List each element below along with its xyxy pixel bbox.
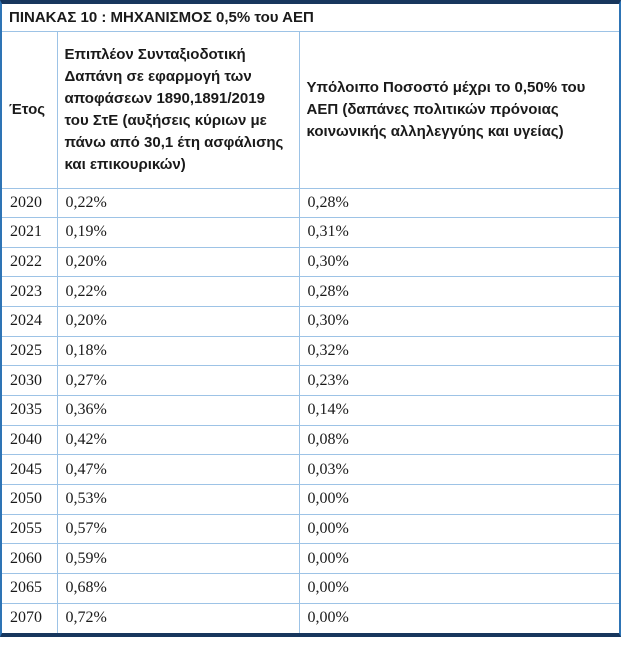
year-cell: 2023 [2,276,57,307]
remaining-percentage-cell: 0,28% [298,276,620,307]
extra-expense-cell: 0,22% [56,276,299,307]
table-row: 2045 0,47% 0,03% [2,454,620,485]
remaining-percentage-cell: 0,00% [298,602,620,633]
extra-expense-cell: 0,20% [56,306,299,337]
year-cell: 2021 [2,217,57,248]
table-row: 2055 0,57% 0,00% [2,513,620,544]
extra-expense-cell: 0,59% [56,543,299,574]
extra-expense-cell: 0,18% [56,335,299,366]
column-header-year: Έτος [2,30,57,188]
remaining-percentage-cell: 0,31% [298,217,620,248]
extra-expense-cell: 0,27% [56,365,299,396]
table-row: 2035 0,36% 0,14% [2,395,620,426]
remaining-percentage-cell: 0,00% [298,484,620,515]
year-cell: 2024 [2,306,57,337]
remaining-percentage-cell: 0,00% [298,543,620,574]
remaining-percentage-cell: 0,30% [298,306,620,337]
extra-expense-cell: 0,72% [56,602,299,633]
year-cell: 2050 [2,484,57,515]
table-head: ΠΙΝΑΚΑΣ 10 : ΜΗΧΑΝΙΣΜΟΣ 0,5% του ΑΕΠ Έτο… [2,4,620,188]
remaining-percentage-cell: 0,14% [298,395,620,426]
table-header-row: Έτος Επιπλέον Συνταξιοδοτική Δαπάνη σε ε… [2,30,620,188]
extra-expense-cell: 0,68% [56,573,299,604]
column-header-extra-pension-expense: Επιπλέον Συνταξιοδοτική Δαπάνη σε εφαρμο… [56,30,299,188]
table-row: 2030 0,27% 0,23% [2,365,620,396]
year-cell: 2060 [2,543,57,574]
remaining-percentage-cell: 0,03% [298,454,620,485]
remaining-percentage-cell: 0,00% [298,573,620,604]
table-row: 2025 0,18% 0,32% [2,335,620,366]
year-cell: 2065 [2,573,57,604]
table-row: 2022 0,20% 0,30% [2,246,620,277]
year-cell: 2030 [2,365,57,396]
year-cell: 2055 [2,513,57,544]
table-row: 2040 0,42% 0,08% [2,424,620,455]
table-row: 2065 0,68% 0,00% [2,573,620,604]
extra-expense-cell: 0,53% [56,484,299,515]
table-row: 2021 0,19% 0,31% [2,217,620,248]
remaining-percentage-cell: 0,30% [298,246,620,277]
extra-expense-cell: 0,22% [56,187,299,218]
year-cell: 2020 [2,187,57,218]
table-row: 2050 0,53% 0,00% [2,484,620,515]
remaining-percentage-cell: 0,08% [298,424,620,455]
table-row: 2070 0,72% 0,00% [2,602,620,633]
table-frame: ΠΙΝΑΚΑΣ 10 : ΜΗΧΑΝΙΣΜΟΣ 0,5% του ΑΕΠ Έτο… [0,0,621,637]
extra-expense-cell: 0,42% [56,424,299,455]
year-cell: 2035 [2,395,57,426]
extra-expense-cell: 0,19% [56,217,299,248]
year-cell: 2045 [2,454,57,485]
table-row: 2020 0,22% 0,28% [2,187,620,218]
extra-expense-cell: 0,20% [56,246,299,277]
extra-expense-cell: 0,36% [56,395,299,426]
table-row: 2023 0,22% 0,28% [2,276,620,307]
remaining-percentage-cell: 0,32% [298,335,620,366]
gdp-mechanism-table: ΠΙΝΑΚΑΣ 10 : ΜΗΧΑΝΙΣΜΟΣ 0,5% του ΑΕΠ Έτο… [2,4,620,633]
column-header-remaining-percentage: Υπόλοιπο Ποσοστό μέχρι το 0,50% του ΑΕΠ … [298,30,620,188]
year-cell: 2070 [2,602,57,633]
remaining-percentage-cell: 0,00% [298,513,620,544]
year-cell: 2022 [2,246,57,277]
table-row: 2060 0,59% 0,00% [2,543,620,574]
table-title: ΠΙΝΑΚΑΣ 10 : ΜΗΧΑΝΙΣΜΟΣ 0,5% του ΑΕΠ [9,8,314,26]
year-cell: 2025 [2,335,57,366]
table-body: 2020 0,22% 0,28% 2021 0,19% 0,31% 2022 0,20% 0,3… [2,187,620,633]
extra-expense-cell: 0,47% [56,454,299,485]
remaining-percentage-cell: 0,23% [298,365,620,396]
remaining-percentage-cell: 0,28% [298,187,620,218]
extra-expense-cell: 0,57% [56,513,299,544]
table-title-row: ΠΙΝΑΚΑΣ 10 : ΜΗΧΑΝΙΣΜΟΣ 0,5% του ΑΕΠ [2,4,619,31]
table-row: 2024 0,20% 0,30% [2,306,620,337]
year-cell: 2040 [2,424,57,455]
